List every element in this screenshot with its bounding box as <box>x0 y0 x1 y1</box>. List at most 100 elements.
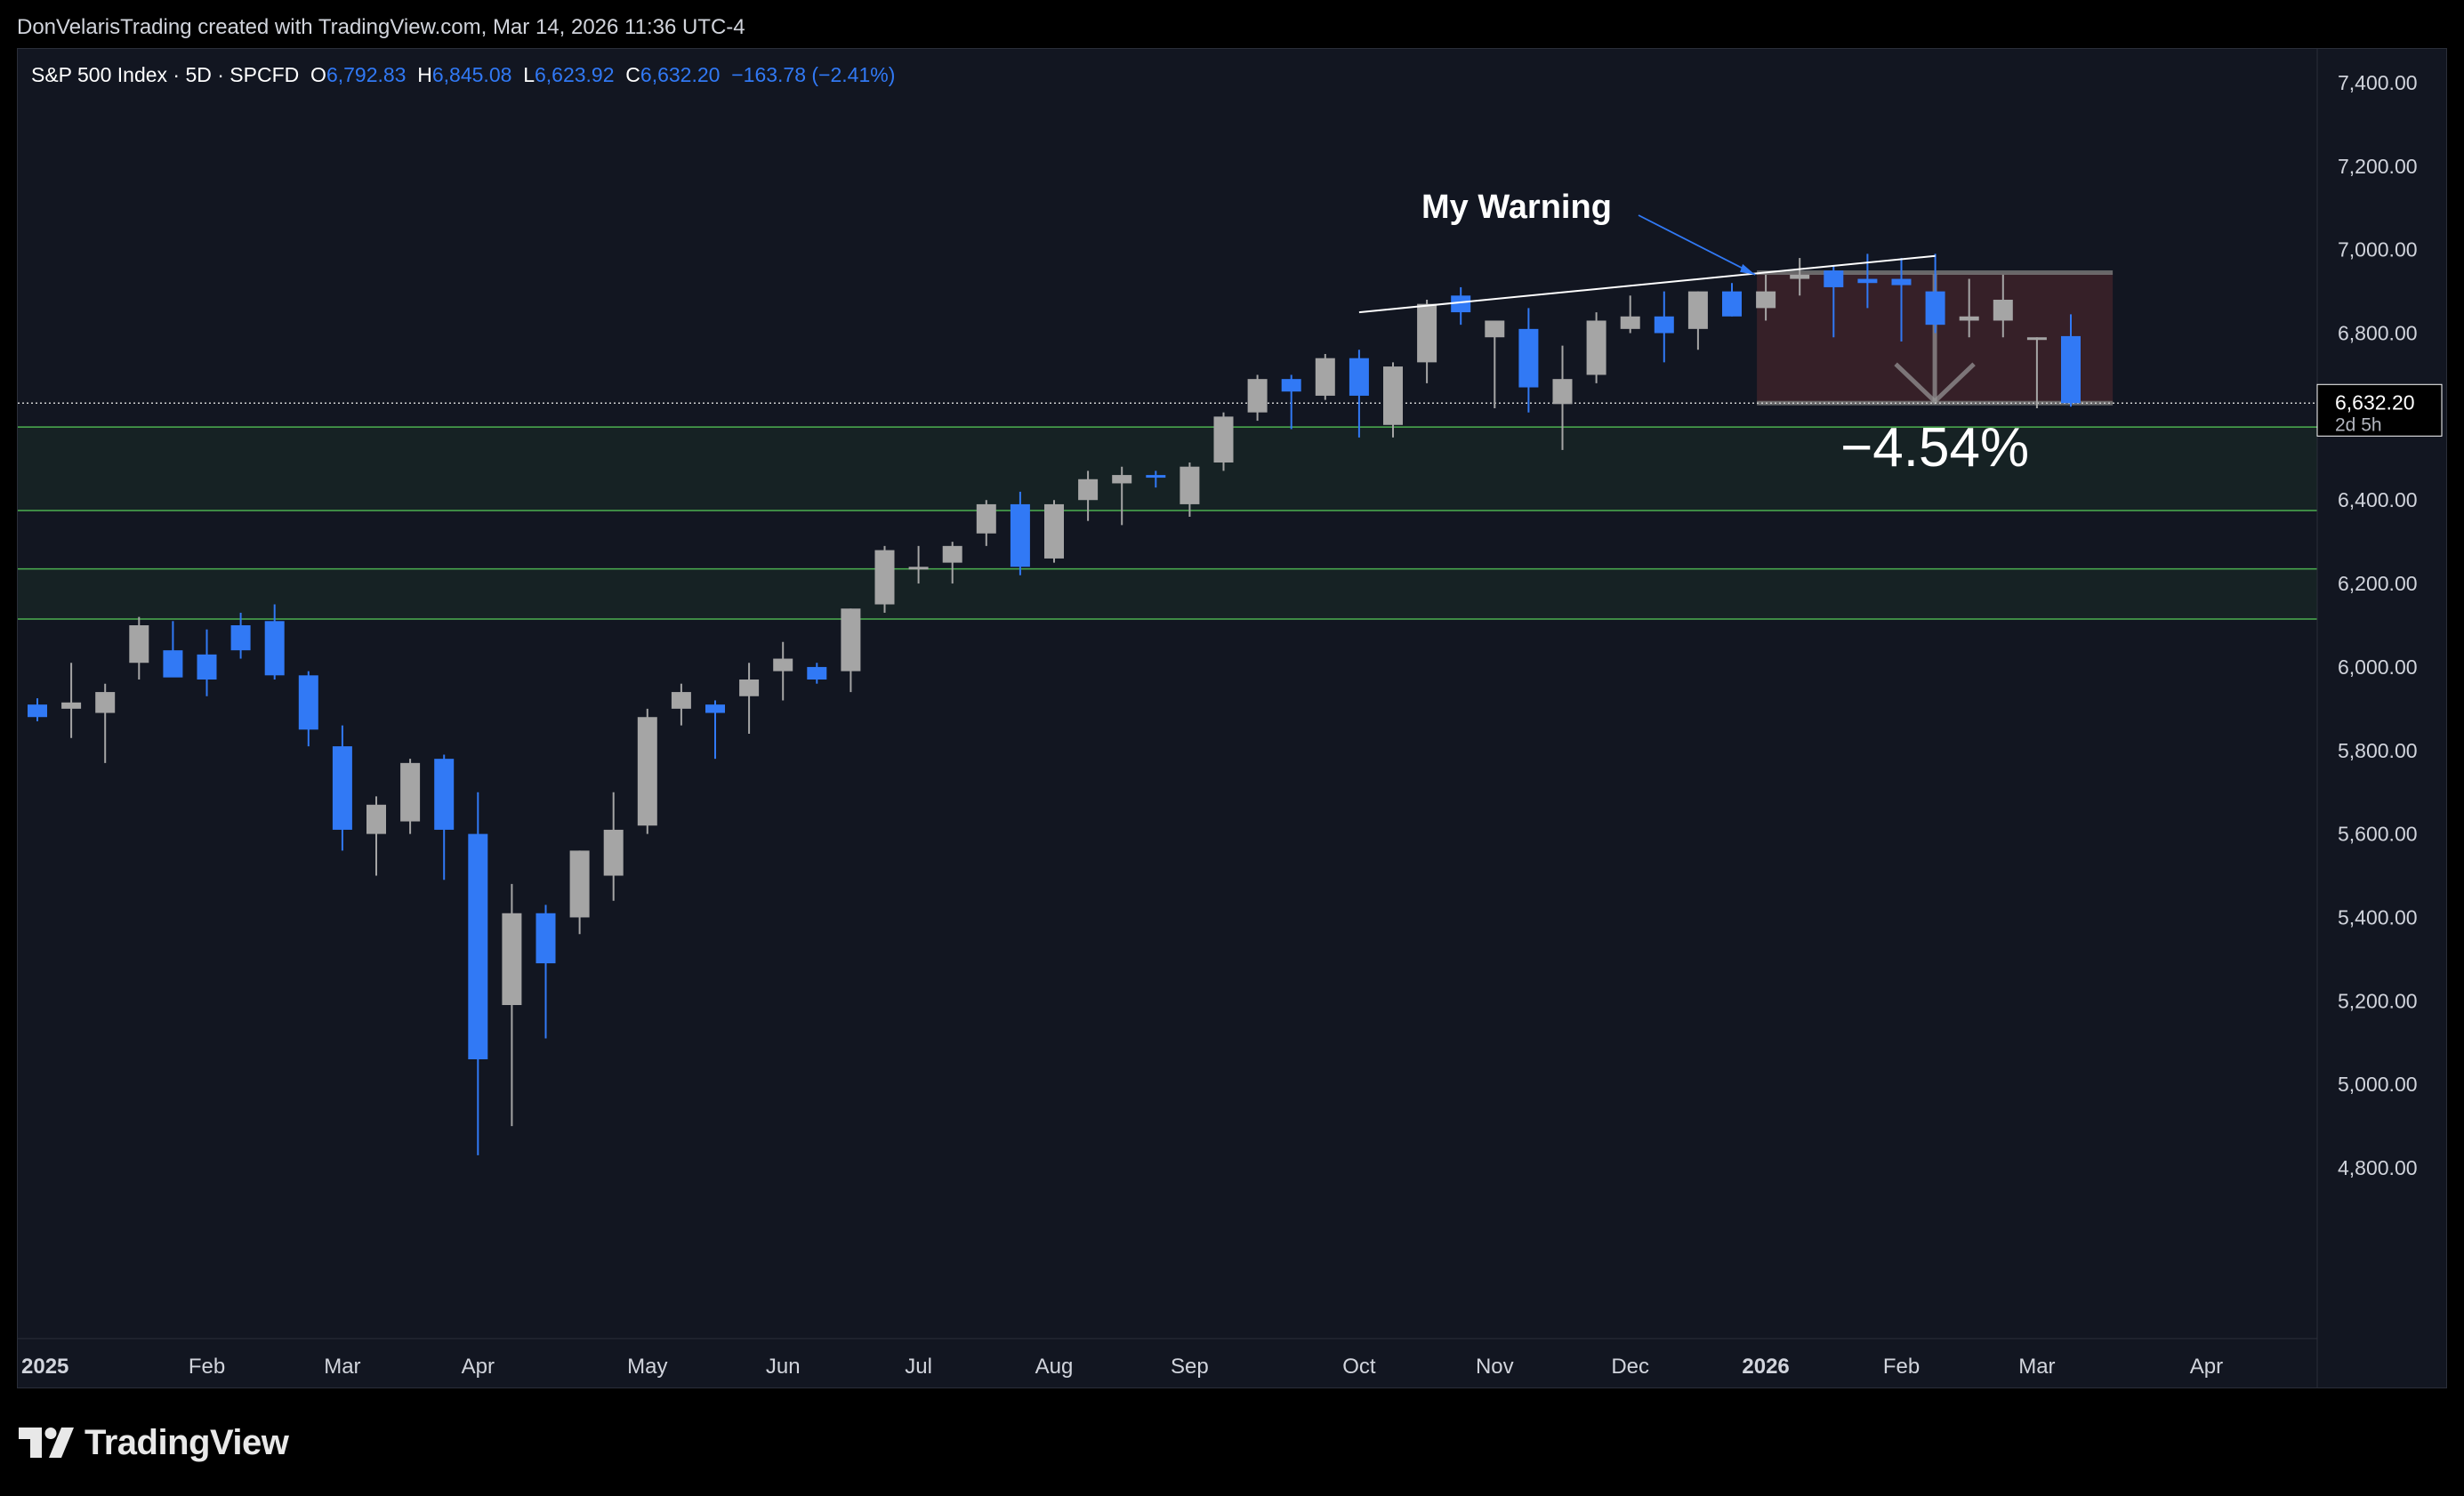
y-tick-label: 5,400.00 <box>2338 905 2418 929</box>
x-tick-label: Oct <box>1342 1355 1376 1379</box>
candle <box>197 629 217 696</box>
candle <box>1315 354 1335 400</box>
x-tick-label: Ma <box>2327 1355 2357 1379</box>
chart-panel[interactable]: My Warning −4.54% 7,400.00 7,200.00 7,000.00… <box>17 48 2447 1388</box>
warning-arrow-head <box>1740 263 1756 275</box>
candle-body <box>1756 291 1776 309</box>
support-zone <box>18 427 2317 511</box>
candle <box>1383 362 1403 438</box>
y-tick-label: 5,000.00 <box>2338 1073 2418 1096</box>
candle-body <box>841 608 861 672</box>
candle <box>366 796 386 876</box>
candle <box>468 792 488 1155</box>
y-tick-label: 6,200.00 <box>2338 572 2418 595</box>
candle-body <box>1552 379 1573 405</box>
y-tick-label: 7,000.00 <box>2338 238 2418 261</box>
candle-body <box>2026 337 2047 341</box>
candle-body <box>637 717 657 826</box>
x-tick-label: Nov <box>1476 1355 1514 1379</box>
candle <box>264 604 285 680</box>
x-tick-label: Feb <box>1883 1355 1920 1379</box>
candle-body <box>1687 291 1708 329</box>
candle <box>1349 350 1369 438</box>
y-tick-label: 5,800.00 <box>2338 739 2418 762</box>
candle <box>28 698 47 721</box>
current-price-countdown: 2d 5h <box>2335 414 2382 435</box>
candle <box>1247 374 1268 422</box>
y-tick-label: 6,400.00 <box>2338 488 2418 511</box>
candle-body <box>1044 503 1064 559</box>
candle <box>1281 374 1301 430</box>
x-tick-label: Jul <box>905 1355 932 1379</box>
candle <box>332 725 352 851</box>
candle-body <box>434 759 455 830</box>
tradingview-brand[interactable]: TradingView <box>19 1421 289 1464</box>
warning-label: My Warning <box>1421 189 1612 226</box>
y-tick-label: 5,200.00 <box>2338 989 2418 1012</box>
candle-body <box>230 625 251 651</box>
candle-body <box>1485 320 1505 338</box>
x-tick-label: Mar <box>2018 1355 2055 1379</box>
close-label: C <box>625 63 640 86</box>
open-value: 6,792.83 <box>326 63 407 86</box>
x-tick-label: Sep <box>1171 1355 1209 1379</box>
candle-body <box>264 621 285 676</box>
candle <box>2061 314 2081 407</box>
candle-body <box>671 692 691 709</box>
target-percent-label: −4.54% <box>1840 417 2029 479</box>
candle-body <box>535 913 556 964</box>
brand-name: TradingView <box>85 1422 289 1462</box>
x-tick-label: 2026 <box>1742 1355 1789 1379</box>
candle <box>1925 253 1945 334</box>
candle <box>1756 274 1776 321</box>
candle-body <box>1993 300 2013 321</box>
candlestick-chart[interactable]: My Warning −4.54% 7,400.00 7,200.00 7,000.00… <box>18 49 2446 1387</box>
candle-body <box>1078 479 1099 501</box>
candle <box>1959 278 1979 338</box>
candle-body <box>1451 295 1471 313</box>
change-value: −163.78 (−2.41%) <box>731 63 896 86</box>
x-tick-label: 2025 <box>21 1355 68 1379</box>
candle <box>976 500 996 546</box>
candle-body <box>1417 303 1437 363</box>
attribution-text: DonVelarisTrading created with TradingVi… <box>17 15 745 39</box>
candle <box>807 663 827 684</box>
candle <box>1891 258 1912 342</box>
candle-body <box>1790 274 1810 279</box>
x-tick-label: Dec <box>1611 1355 1649 1379</box>
x-tick-label: May <box>627 1355 667 1379</box>
candle-body <box>1959 316 1979 321</box>
support-zone <box>18 568 2317 619</box>
candle <box>671 683 691 726</box>
candle <box>1485 320 1505 408</box>
y-tick-label: 7,400.00 <box>2338 71 2418 94</box>
candle <box>95 683 116 763</box>
candle-body <box>95 692 116 713</box>
candle <box>569 850 590 935</box>
candle <box>1722 283 1742 317</box>
candle-body <box>1518 328 1539 388</box>
high-value: 6,845.08 <box>431 63 512 86</box>
candle <box>1993 274 2013 338</box>
candle-body <box>1891 278 1912 286</box>
current-price-marker <box>2316 383 2443 437</box>
y-tick-label: 6,000.00 <box>2338 656 2418 679</box>
candle <box>1078 471 1099 521</box>
candle-body <box>1146 475 1166 479</box>
x-tick-label: Apr <box>462 1355 495 1379</box>
x-tick-label: Aug <box>1035 1355 1074 1379</box>
y-tick-label: 4,800.00 <box>2338 1156 2418 1179</box>
close-value: 6,632.20 <box>640 63 721 86</box>
candle <box>1586 312 1606 383</box>
candle-body <box>603 829 624 876</box>
candle-body <box>773 658 793 672</box>
candle-body <box>1925 291 1945 326</box>
candle <box>298 671 318 747</box>
candle <box>942 542 962 584</box>
candle <box>129 616 149 680</box>
candle-body <box>874 550 895 605</box>
x-tick-label: Jun <box>766 1355 801 1379</box>
x-tick-label: Feb <box>189 1355 225 1379</box>
candle <box>434 754 455 881</box>
candle <box>874 545 895 613</box>
